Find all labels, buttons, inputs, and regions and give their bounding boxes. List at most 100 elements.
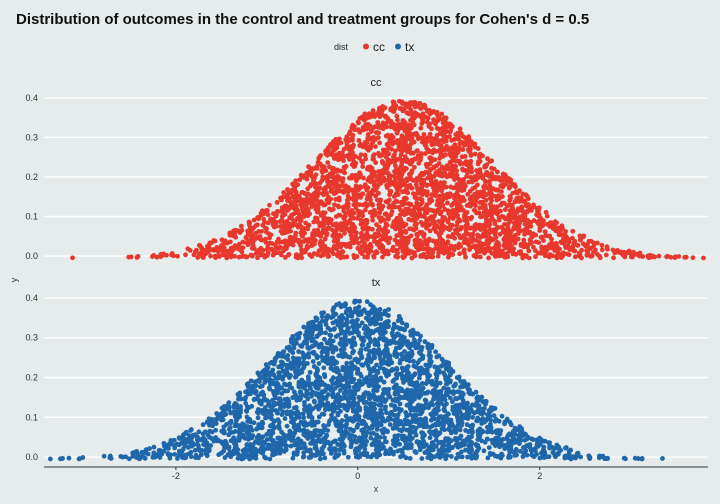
data-point (384, 213, 390, 219)
data-point (342, 242, 348, 247)
data-point (397, 121, 403, 127)
data-point (571, 247, 576, 253)
data-point (291, 211, 297, 217)
data-point (419, 456, 425, 461)
data-point (402, 181, 408, 186)
data-point (430, 238, 436, 244)
data-point (449, 202, 455, 208)
data-point (330, 320, 336, 326)
data-point (591, 244, 596, 250)
data-point (382, 105, 388, 111)
data-point (418, 125, 424, 131)
data-point (424, 390, 430, 396)
data-point (390, 99, 396, 105)
data-point (446, 448, 452, 453)
data-point (240, 245, 246, 251)
data-point (429, 192, 435, 197)
data-point (489, 171, 494, 176)
data-point (360, 160, 365, 165)
data-point (577, 233, 583, 239)
data-point (425, 115, 431, 121)
data-point (468, 151, 474, 157)
data-point (502, 207, 508, 212)
data-point (464, 173, 470, 179)
data-point (350, 229, 356, 234)
data-point (429, 126, 434, 132)
data-point (320, 164, 326, 169)
data-point (482, 163, 488, 169)
data-point (437, 138, 443, 144)
data-point (358, 152, 364, 158)
data-point (154, 254, 160, 260)
data-point (442, 171, 448, 176)
data-point (292, 188, 298, 193)
data-point (380, 246, 386, 252)
data-point (570, 235, 575, 241)
data-point (297, 253, 303, 259)
data-point (350, 122, 356, 128)
data-point (482, 202, 488, 208)
data-point (682, 254, 688, 260)
data-point (322, 202, 328, 208)
data-point (394, 126, 399, 132)
data-point (395, 254, 401, 260)
data-point (546, 233, 552, 239)
data-point (409, 138, 415, 144)
data-point (436, 161, 442, 166)
data-point (409, 168, 415, 174)
data-point (451, 192, 457, 198)
data-point (421, 424, 427, 430)
data-point (392, 163, 398, 169)
data-point (499, 413, 505, 419)
data-point (542, 229, 548, 235)
data-point (364, 203, 370, 209)
data-point (482, 250, 487, 256)
data-point (319, 318, 325, 324)
data-point (448, 159, 454, 165)
data-point (433, 245, 438, 251)
data-point (303, 192, 309, 197)
data-point (418, 152, 424, 158)
data-point (483, 172, 488, 178)
data-point (206, 243, 212, 248)
facet-panel-tx: 0.00.10.20.30.4 (25, 293, 708, 462)
data-point (390, 244, 396, 250)
data-point (403, 229, 408, 235)
data-point (209, 417, 215, 422)
data-point (502, 221, 507, 227)
data-point (437, 225, 443, 231)
data-point (412, 156, 418, 162)
data-point (429, 198, 435, 204)
data-point (350, 350, 355, 356)
data-point (656, 253, 662, 259)
data-point (320, 169, 325, 175)
data-point (306, 222, 312, 228)
data-point (324, 230, 330, 236)
data-point (309, 254, 315, 259)
data-point (160, 252, 166, 258)
data-point (373, 160, 379, 166)
data-point (320, 174, 326, 180)
data-point (238, 223, 244, 229)
data-point (528, 219, 534, 225)
data-point (380, 254, 385, 260)
data-point (311, 196, 316, 202)
data-point (563, 234, 569, 240)
data-point (650, 253, 655, 259)
data-point (452, 173, 458, 178)
data-point (418, 219, 424, 225)
data-point (411, 337, 417, 343)
data-point (537, 225, 543, 231)
data-point (595, 240, 600, 246)
data-point (293, 405, 299, 410)
data-point (536, 208, 541, 214)
data-point (463, 223, 469, 229)
data-point (452, 383, 458, 388)
data-point (286, 221, 292, 227)
data-point (326, 422, 331, 428)
data-point (525, 196, 531, 201)
data-point (514, 197, 520, 203)
data-point (393, 191, 399, 197)
data-point (483, 213, 489, 219)
data-point (352, 298, 358, 304)
